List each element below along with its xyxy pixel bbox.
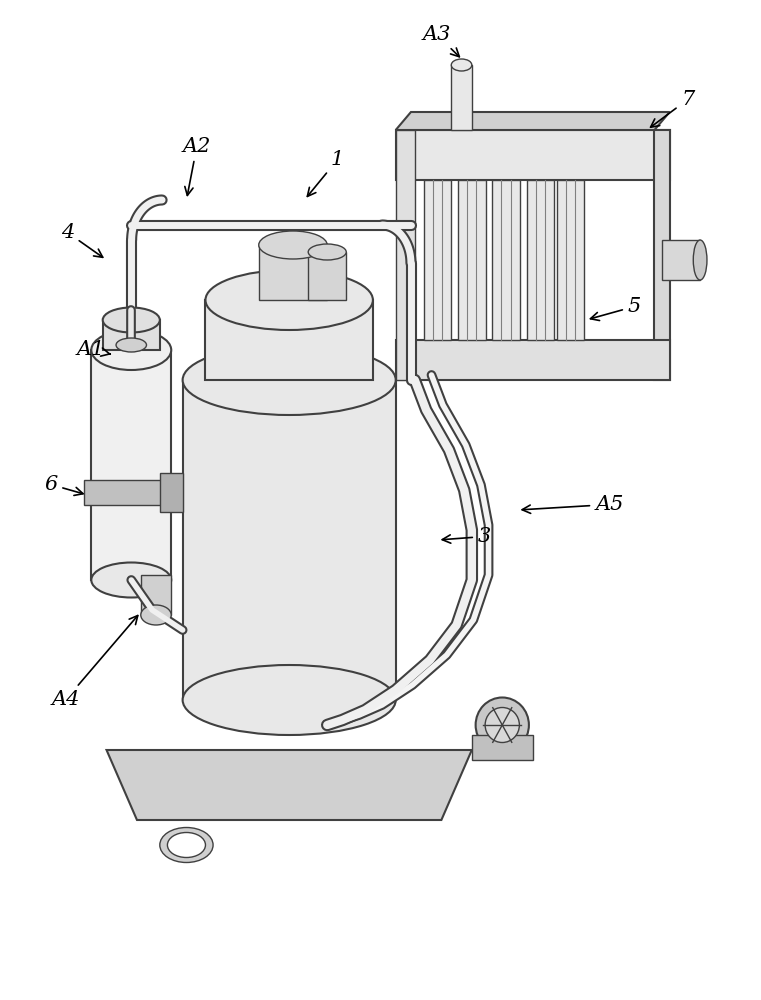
- Polygon shape: [107, 750, 472, 820]
- Ellipse shape: [141, 605, 171, 625]
- Polygon shape: [103, 320, 160, 350]
- Ellipse shape: [91, 562, 171, 597]
- Polygon shape: [160, 473, 183, 512]
- Ellipse shape: [259, 231, 327, 259]
- Polygon shape: [84, 480, 179, 505]
- Text: A5: A5: [522, 495, 623, 514]
- Text: 6: 6: [44, 475, 83, 495]
- Ellipse shape: [160, 828, 213, 862]
- Polygon shape: [183, 380, 396, 700]
- Ellipse shape: [167, 832, 205, 857]
- Polygon shape: [557, 180, 584, 340]
- Ellipse shape: [103, 308, 160, 332]
- Ellipse shape: [116, 338, 146, 352]
- Text: 3: 3: [442, 527, 491, 546]
- Text: 1: 1: [307, 150, 344, 196]
- Polygon shape: [308, 252, 346, 300]
- Polygon shape: [91, 350, 171, 580]
- Polygon shape: [424, 180, 451, 340]
- Ellipse shape: [308, 244, 346, 260]
- Text: A3: A3: [422, 25, 460, 57]
- Polygon shape: [396, 130, 415, 380]
- Text: A4: A4: [52, 616, 138, 709]
- Ellipse shape: [486, 708, 520, 742]
- Ellipse shape: [183, 665, 396, 735]
- Polygon shape: [458, 180, 486, 340]
- Polygon shape: [451, 65, 472, 130]
- Polygon shape: [396, 130, 670, 180]
- Polygon shape: [205, 300, 373, 380]
- Polygon shape: [259, 245, 327, 300]
- Polygon shape: [654, 130, 670, 380]
- Ellipse shape: [205, 270, 373, 330]
- Polygon shape: [472, 735, 533, 760]
- Ellipse shape: [693, 240, 707, 280]
- Text: 4: 4: [61, 223, 103, 257]
- Polygon shape: [662, 240, 700, 280]
- Ellipse shape: [91, 330, 171, 370]
- Polygon shape: [396, 340, 670, 380]
- Polygon shape: [396, 112, 670, 130]
- Ellipse shape: [451, 59, 472, 71]
- Text: A2: A2: [183, 137, 211, 195]
- Polygon shape: [527, 180, 554, 340]
- Ellipse shape: [476, 698, 529, 752]
- Text: A1: A1: [76, 340, 110, 359]
- Ellipse shape: [183, 345, 396, 415]
- Text: 7: 7: [651, 90, 694, 127]
- Text: 5: 5: [591, 297, 641, 321]
- Polygon shape: [492, 180, 520, 340]
- Polygon shape: [141, 575, 171, 615]
